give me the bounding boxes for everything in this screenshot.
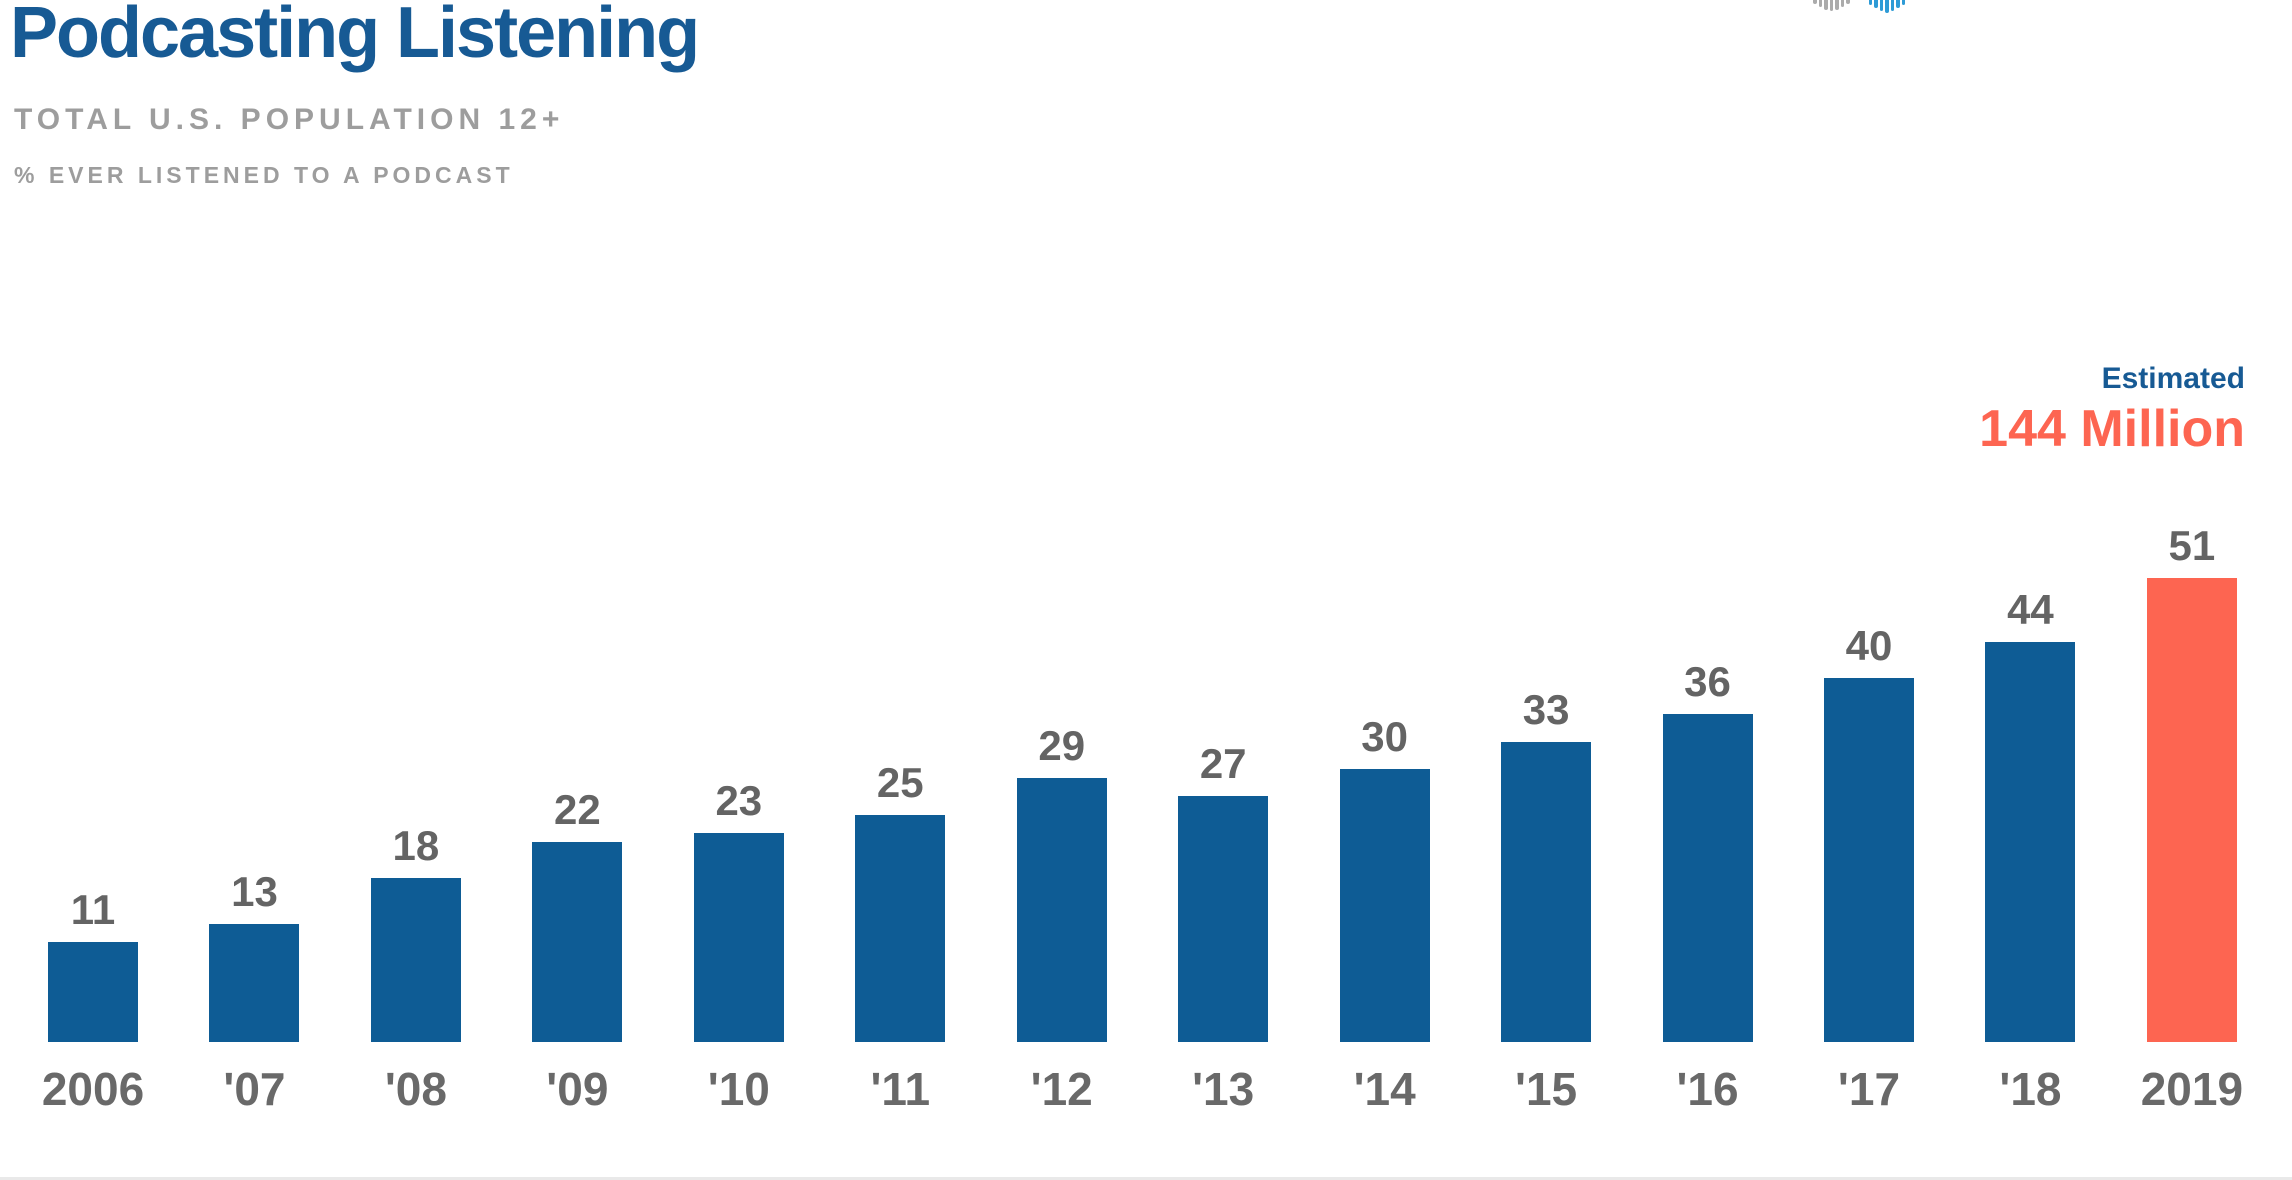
x-cell: '17 [1824, 1066, 1914, 1112]
x-axis-label: '12 [1030, 1063, 1093, 1115]
bar-value-label: 25 [876, 758, 924, 806]
bar-15 [1501, 741, 1592, 1042]
page-title: Podcasting Listening [10, 0, 700, 73]
bar-value-label: 40 [1845, 622, 1893, 669]
bar-cell-13: 27 [1178, 740, 1269, 1042]
bar-cell-16: 36 [1662, 658, 1753, 1042]
x-axis-label: 2006 [41, 1063, 145, 1115]
bar-cell-2006: 11 [48, 885, 138, 1042]
bar-value-label: 22 [554, 785, 601, 833]
bar-cell-18: 44 [1985, 585, 2076, 1042]
estimate-annotation: Estimated 144 Million [1979, 362, 2245, 458]
waveform-bar [1846, 0, 1850, 4]
bar-value-label: 13 [231, 867, 278, 915]
x-cell: '07 [209, 1066, 299, 1112]
bar-chart-plot-area: 11 13 18 22 23 25 29 27 30 33 36 40 44 51 [48, 0, 2237, 1042]
x-cell: '13 [1178, 1066, 1268, 1112]
bar-13 [1178, 796, 1269, 1042]
waveform-bar [1896, 0, 1900, 8]
x-axis-label: '09 [546, 1063, 609, 1115]
waveform-bar [1890, 0, 1894, 11]
bar-value-label: 18 [392, 822, 440, 870]
bar-value-label: 23 [715, 776, 763, 824]
waveform-bar [1835, 0, 1839, 10]
waveform-bar [1813, 0, 1817, 4]
bar-10 [693, 832, 784, 1042]
bar-value-label: 29 [1038, 722, 1086, 770]
x-cell: '15 [1501, 1066, 1591, 1112]
x-axis-label: '18 [1999, 1063, 2062, 1115]
x-cell: '14 [1340, 1066, 1430, 1112]
x-axis-label: '11 [870, 1063, 931, 1115]
bar-cell-11: 25 [855, 758, 946, 1042]
bar-2019 [2146, 577, 2237, 1042]
bar-12 [1016, 778, 1107, 1042]
bar-07 [209, 923, 300, 1042]
bar-cell-09: 22 [532, 785, 623, 1042]
waveform-bar [1818, 0, 1822, 7]
x-cell: '16 [1663, 1066, 1753, 1112]
bar-cell-07: 13 [209, 867, 300, 1042]
x-axis-labels: 2006 '07 '08 '09 '10 '11 '12 '13 '14 '15 '16 '17 '18… [42, 1066, 2243, 1112]
bar-09 [532, 841, 623, 1042]
chart-subtitle: TOTAL U.S. POPULATION 12+ [14, 103, 565, 136]
bar-value-label: 27 [1199, 740, 1247, 788]
x-cell: '12 [1017, 1066, 1107, 1112]
x-axis-label: '08 [384, 1063, 447, 1115]
x-cell: 2006 [42, 1066, 144, 1112]
x-axis-label: '14 [1353, 1063, 1416, 1115]
bar-cell-17: 40 [1823, 622, 1914, 1042]
estimate-value: 144 Million [1979, 400, 2245, 458]
waveform-bar [1879, 0, 1883, 11]
x-axis-label: '10 [707, 1063, 770, 1115]
x-cell: '18 [1985, 1066, 2075, 1112]
x-cell: '09 [532, 1066, 622, 1112]
waveform-bar [1840, 0, 1844, 7]
x-cell: '08 [371, 1066, 461, 1112]
waveform-bar [1829, 0, 1833, 11]
bar-value-label: 36 [1684, 658, 1731, 706]
x-axis-label: '16 [1676, 1063, 1739, 1115]
bar-cell-14: 30 [1339, 713, 1430, 1042]
waveform-bar [1874, 0, 1878, 8]
bar-cell-2019: 51 [2146, 521, 2237, 1042]
x-cell: '10 [694, 1066, 784, 1112]
bar-18 [1985, 641, 2076, 1042]
chart-measure-note: % EVER LISTENED TO A PODCAST [14, 162, 514, 188]
x-axis-label: '15 [1515, 1063, 1578, 1115]
bar-08 [370, 878, 461, 1042]
bar-2006 [48, 941, 138, 1042]
waveform-bar [1901, 0, 1905, 5]
waveform-icon-gray [1813, 0, 1850, 13]
waveform-bar [1868, 0, 1872, 5]
estimate-label: Estimated [2101, 362, 2245, 395]
bar-16 [1662, 714, 1753, 1042]
x-cell: '11 [855, 1066, 945, 1112]
waveform-logo [1813, 0, 1905, 13]
x-axis-label: 2019 [2140, 1063, 2244, 1115]
waveform-bar [1885, 0, 1889, 13]
x-axis-label: '07 [223, 1063, 286, 1115]
bar-14 [1339, 769, 1430, 1042]
bar-value-label: 33 [1522, 685, 1570, 733]
bar-value-label: 11 [70, 885, 116, 933]
bar-17 [1823, 678, 1914, 1042]
waveform-icon-blue [1868, 0, 1905, 13]
bar-cell-15: 33 [1501, 685, 1592, 1042]
bar-cell-10: 23 [693, 776, 784, 1042]
bar-cell-12: 29 [1016, 722, 1107, 1042]
bar-value-label: 30 [1361, 713, 1408, 760]
bar-11 [855, 814, 946, 1042]
x-axis-label: '13 [1192, 1063, 1255, 1115]
bottom-divider [0, 1177, 2292, 1180]
bar-value-label: 44 [2007, 585, 2054, 633]
waveform-bar [1824, 0, 1828, 10]
x-cell: 2019 [2141, 1066, 2243, 1112]
bar-value-label: 51 [2168, 521, 2216, 569]
bar-cell-08: 18 [370, 822, 461, 1042]
x-axis-label: '17 [1837, 1063, 1901, 1115]
